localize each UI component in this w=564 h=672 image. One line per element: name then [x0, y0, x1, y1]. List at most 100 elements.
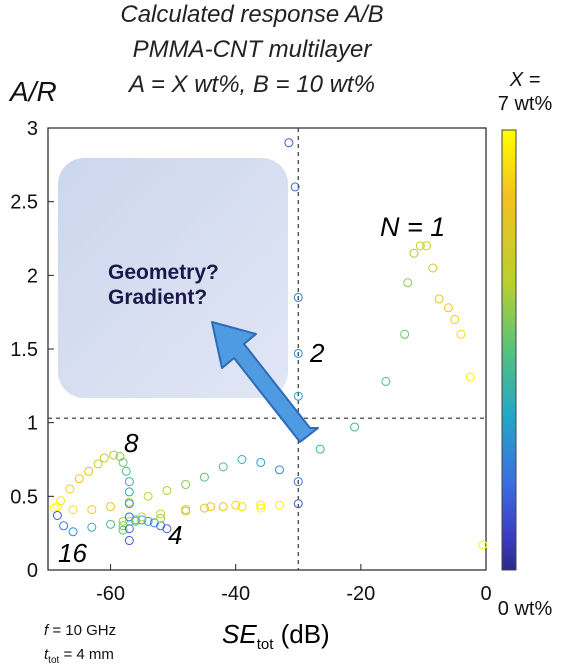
data-point: [115, 452, 125, 462]
series-2: [52, 455, 303, 515]
chart-title-line-2: PMMA-CNT multilayer: [132, 36, 372, 63]
chart-title-line-3: A = X wt%, B = 10 wt%: [129, 71, 375, 98]
colorbar-top-label: X = 7 wt%: [492, 68, 558, 116]
data-point: [87, 505, 97, 515]
data-point: [143, 516, 153, 526]
data-point: [290, 182, 300, 192]
x-axis-label: SEtot (dB): [222, 619, 330, 653]
data-point: [56, 496, 66, 506]
box-text-geometry: Geometry?: [108, 261, 219, 284]
x-tick-label: -20: [346, 583, 375, 605]
data-point: [93, 459, 103, 469]
data-point: [84, 466, 94, 476]
data-point: [118, 457, 128, 467]
data-point: [218, 462, 228, 472]
x-axis-label-main: SE: [222, 619, 257, 649]
data-point: [293, 292, 303, 302]
data-point: [403, 278, 413, 288]
data-point: [181, 480, 191, 490]
data-point: [52, 510, 62, 520]
x-tick-label: -60: [96, 583, 125, 605]
data-point: [275, 500, 285, 510]
data-point: [149, 518, 159, 528]
data-point: [206, 502, 216, 512]
series-16: [52, 502, 266, 537]
y-tick-label: 2: [27, 265, 38, 287]
data-point: [87, 522, 97, 532]
y-tick-label: 0.5: [10, 486, 38, 508]
y-tick-label: 2.5: [10, 192, 38, 214]
x-tick-label: -40: [221, 583, 250, 605]
arrow-icon: [211, 321, 319, 443]
data-point: [231, 500, 241, 510]
data-point: [162, 485, 172, 495]
annotation-n4: 4: [168, 520, 182, 550]
series-1: [284, 138, 488, 550]
data-point: [124, 524, 134, 534]
data-point: [181, 506, 191, 516]
data-point: [443, 303, 453, 313]
data-point: [124, 516, 134, 526]
footnote-thickness: ttot = 4 mm: [44, 646, 114, 666]
colorbar: [501, 129, 517, 571]
x-axis-label-unit: (dB): [273, 619, 329, 649]
data-point: [450, 315, 460, 325]
y-tick-label: 0: [27, 560, 38, 582]
data-point: [315, 444, 325, 454]
data-point: [131, 516, 141, 526]
data-point: [293, 499, 303, 509]
data-point: [109, 450, 119, 460]
data-point: [256, 503, 266, 513]
data-point: [124, 487, 134, 497]
data-point: [293, 477, 303, 487]
colorbar-label-max: 7 wt%: [497, 93, 553, 115]
data-point: [465, 372, 475, 382]
data-point: [478, 540, 488, 550]
data-point: [124, 477, 134, 487]
data-point: [156, 521, 166, 531]
y-tick-label: 1: [27, 413, 38, 435]
data-point: [284, 138, 294, 148]
data-point: [456, 329, 466, 339]
data-point: [118, 516, 128, 526]
data-point: [99, 453, 109, 463]
colorbar-bottom-label: 0 wt%: [497, 598, 553, 620]
y-tick-label: 3: [27, 118, 38, 140]
data-point: [275, 465, 285, 475]
data-point: [121, 466, 131, 476]
data-point: [428, 263, 438, 273]
data-point: [256, 457, 266, 467]
data-point: [156, 509, 166, 519]
data-point: [400, 329, 410, 339]
footnote-frequency: f = 10 GHz: [44, 622, 117, 639]
data-point: [381, 376, 391, 386]
data-point: [218, 502, 228, 512]
data-point: [199, 472, 209, 482]
chart-title-line-1: Calculated response A/B: [120, 1, 384, 28]
data-point: [137, 512, 147, 522]
x-axis-label-sub: tot: [257, 636, 275, 653]
data-point: [106, 519, 116, 529]
data-point: [434, 294, 444, 304]
data-point: [293, 391, 303, 401]
data-point: [422, 241, 432, 251]
data-point: [118, 525, 128, 535]
data-point: [49, 503, 59, 513]
data-point: [143, 491, 153, 501]
data-point: [256, 500, 266, 510]
data-point: [293, 348, 303, 358]
data-point: [199, 503, 209, 513]
annotation-n16: 16: [58, 538, 87, 568]
data-point: [59, 521, 69, 531]
y-tick-label: 1.5: [10, 339, 38, 361]
data-point: [409, 248, 419, 258]
data-point: [237, 455, 247, 464]
series-8: [49, 450, 134, 546]
data-point: [68, 527, 78, 537]
annotation-n8: 8: [124, 428, 139, 458]
data-point: [350, 422, 360, 432]
y-axis-label: A/R: [10, 76, 57, 107]
data-point: [124, 499, 134, 509]
data-point: [68, 505, 78, 515]
